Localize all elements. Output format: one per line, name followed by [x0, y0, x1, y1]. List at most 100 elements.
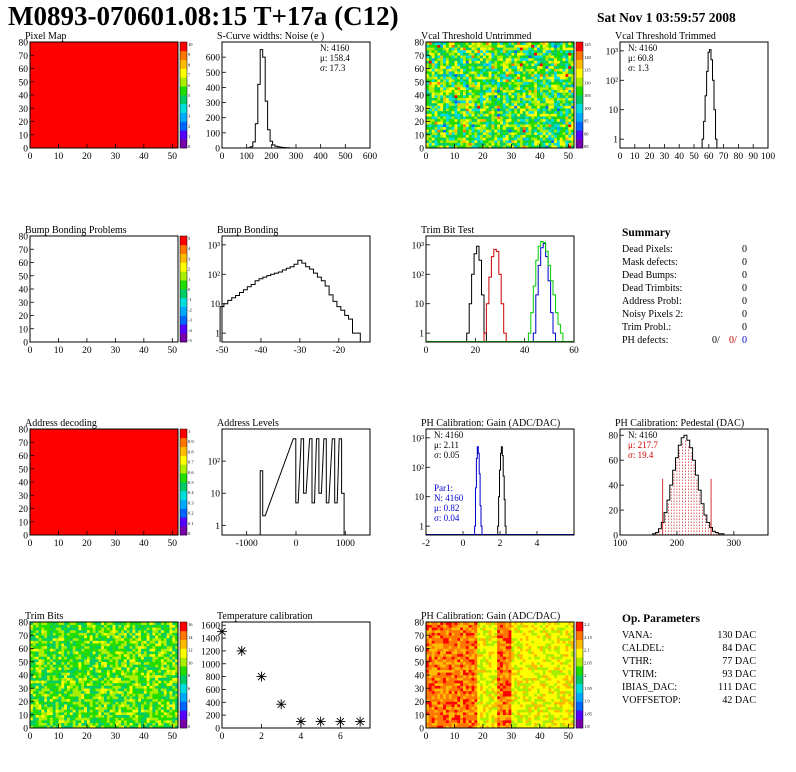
heatmap-cell	[55, 664, 59, 668]
heatmap-cell	[166, 698, 170, 702]
heatmap-cell	[440, 52, 444, 56]
histogram-series	[247, 49, 291, 149]
heatmap-cell	[101, 706, 105, 710]
heatmap-cell	[525, 100, 529, 104]
heatmap-cell	[64, 627, 68, 631]
heatmap-cell	[511, 140, 515, 143]
heatmap-cell	[115, 645, 119, 649]
heatmap-cell	[482, 142, 487, 146]
heatmap-cell	[169, 669, 173, 673]
heatmap-cell	[78, 664, 82, 668]
heatmap-cell	[500, 100, 504, 104]
heatmap-cell	[517, 140, 521, 143]
heatmap-cell	[160, 682, 165, 686]
heatmap-cell	[126, 725, 130, 729]
heatmap-cell	[440, 129, 444, 133]
heatmap-cell	[163, 667, 167, 670]
heatmap-cell	[463, 126, 467, 130]
heatmap-cell	[175, 635, 179, 639]
heatmap-cell	[69, 685, 73, 689]
heatmap-cell	[109, 635, 113, 639]
heatmap-cell	[482, 68, 487, 72]
heatmap-cell	[431, 664, 435, 668]
heatmap-cell	[519, 142, 524, 146]
heatmap-cell	[539, 87, 543, 90]
plot-frame	[221, 235, 371, 343]
heatmap-cell	[571, 126, 575, 130]
heatmap-cell	[431, 63, 435, 67]
heatmap-cell	[149, 675, 153, 678]
heatmap-cell	[175, 643, 179, 647]
heatmap-cell	[169, 717, 173, 721]
heatmap-cell	[474, 60, 478, 64]
heatmap-cell	[528, 118, 532, 122]
heatmap-cell	[497, 44, 501, 48]
heatmap-cell	[437, 113, 441, 117]
heatmap-cell	[135, 632, 139, 636]
stat-mu: μ: 0.82	[434, 503, 459, 513]
heatmap-cell	[428, 709, 432, 713]
x-tick-label: 50	[168, 152, 178, 162]
heatmap-cell	[104, 688, 108, 692]
heatmap-cell	[169, 696, 173, 700]
heatmap-cell	[437, 97, 441, 101]
heatmap-cell	[89, 693, 93, 697]
heatmap-cell	[480, 129, 484, 133]
heatmap-cell	[488, 140, 492, 143]
heatmap-cell	[434, 97, 438, 101]
heatmap-cell	[172, 624, 176, 628]
heatmap-cell	[118, 648, 122, 652]
heatmap-cell	[482, 110, 487, 114]
heatmap-cell	[89, 696, 93, 700]
heatmap-cell	[55, 648, 59, 652]
heatmap-cell	[571, 68, 575, 72]
heatmap-cell	[539, 134, 543, 138]
heatmap-cell	[431, 648, 435, 652]
heatmap-cell	[106, 659, 110, 663]
heatmap-cell	[158, 656, 162, 660]
heatmap-cell	[508, 84, 512, 88]
heatmap-cell	[539, 113, 543, 117]
heatmap-cell	[505, 145, 509, 149]
heatmap-cell	[109, 667, 113, 670]
heatmap-cell	[126, 664, 130, 668]
heatmap-cell	[129, 637, 133, 641]
heatmap-cell	[132, 677, 136, 681]
heatmap-cell	[534, 102, 538, 106]
heatmap-cell	[517, 57, 521, 61]
heatmap-cell	[172, 653, 176, 657]
heatmap-cell	[451, 97, 455, 101]
heatmap-cell	[528, 126, 532, 130]
scatter-point	[236, 645, 247, 656]
heatmap-cell	[158, 701, 162, 705]
heatmap-cell	[428, 643, 432, 647]
heatmap-cell	[514, 52, 518, 56]
heatmap-cell	[92, 685, 96, 689]
heatmap-cell	[118, 722, 122, 726]
heatmap-cell	[465, 73, 469, 77]
heatmap-cell	[152, 675, 156, 678]
heatmap-cell	[69, 656, 73, 660]
heatmap-cell	[67, 720, 71, 723]
heatmap-cell	[568, 100, 572, 104]
heatmap-cell	[551, 95, 555, 98]
heatmap-cell	[437, 121, 441, 125]
heatmap-cell	[98, 672, 102, 676]
heatmap-cell	[474, 92, 478, 96]
heatmap-cell	[542, 126, 546, 130]
heatmap-cell	[500, 49, 504, 53]
heatmap-cell	[121, 653, 125, 657]
heatmap-cell	[531, 60, 535, 64]
heatmap-cell	[542, 55, 546, 59]
heatmap-cell	[132, 667, 136, 670]
heatmap-cell	[169, 722, 173, 726]
heatmap-cell	[565, 102, 569, 106]
palette-swatch	[180, 95, 187, 105]
heatmap-cell	[545, 71, 549, 75]
heatmap-cell	[55, 725, 59, 729]
heatmap-cell	[175, 637, 179, 641]
heatmap-cell	[49, 714, 54, 718]
heatmap-cell	[38, 717, 42, 721]
heatmap-cell	[508, 65, 512, 69]
y-tick-label: 80	[19, 426, 29, 436]
